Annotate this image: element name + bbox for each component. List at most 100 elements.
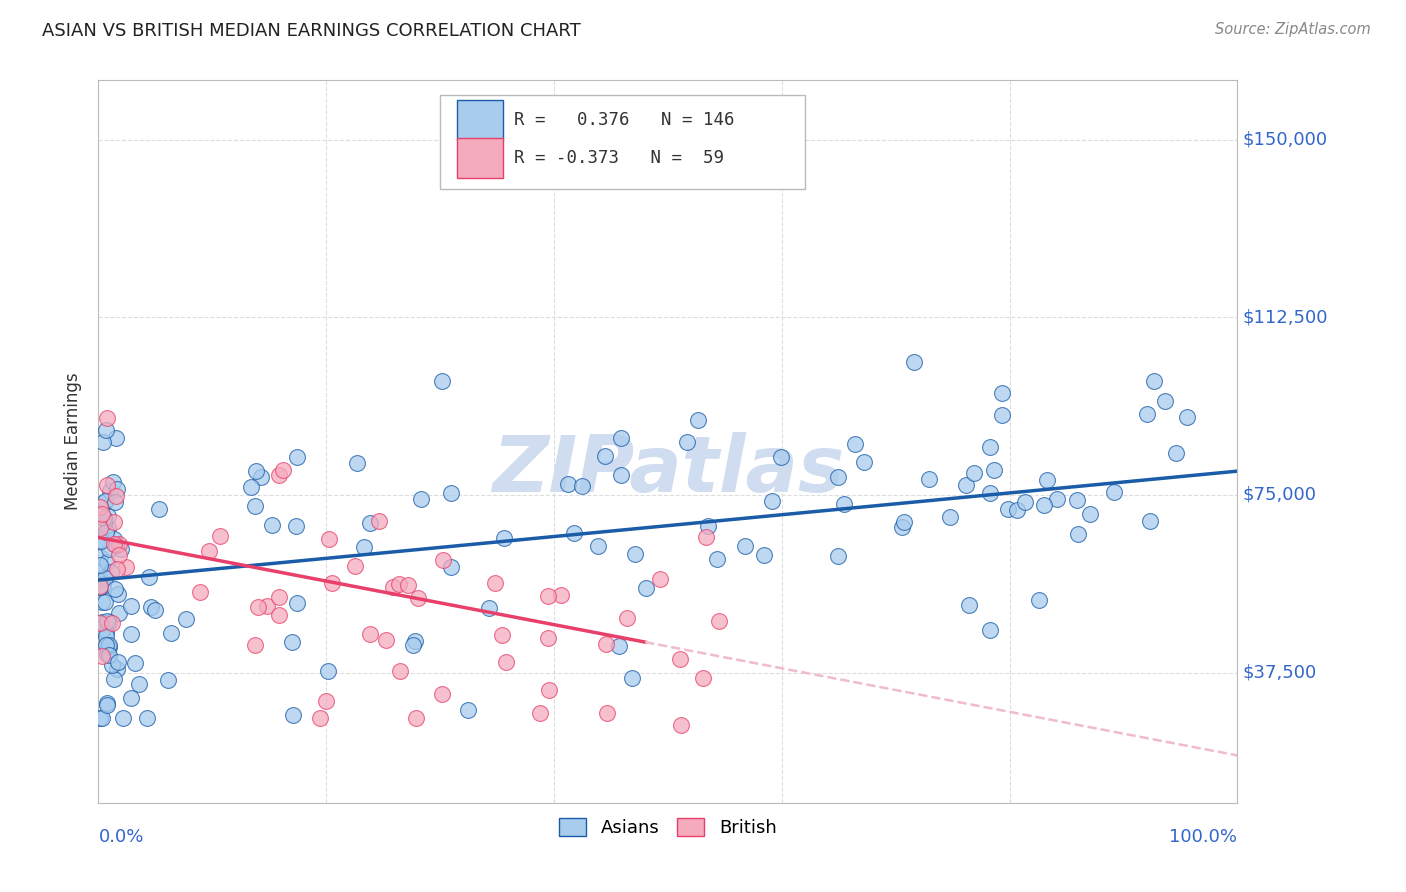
FancyBboxPatch shape bbox=[457, 138, 503, 178]
Point bbox=[89, 580, 111, 594]
Point bbox=[706, 551, 728, 566]
Point bbox=[432, 553, 454, 567]
Point bbox=[101, 475, 124, 489]
Point bbox=[1154, 393, 1177, 408]
Point bbox=[1045, 492, 1067, 507]
Point bbox=[94, 628, 117, 642]
Point bbox=[959, 598, 981, 612]
Text: R = -0.373   N =  59: R = -0.373 N = 59 bbox=[515, 149, 724, 168]
Point bbox=[388, 664, 411, 678]
Point bbox=[761, 494, 783, 508]
Point bbox=[406, 591, 429, 605]
Point bbox=[262, 518, 284, 533]
Point bbox=[321, 575, 343, 590]
Point bbox=[108, 606, 131, 620]
Point bbox=[91, 434, 114, 449]
Point bbox=[120, 690, 142, 705]
Point bbox=[269, 468, 291, 483]
Point bbox=[101, 658, 124, 673]
Point bbox=[997, 501, 1019, 516]
Point bbox=[120, 599, 142, 614]
Point bbox=[405, 711, 427, 725]
Point bbox=[697, 518, 720, 533]
Point bbox=[537, 589, 560, 603]
Point bbox=[94, 495, 117, 509]
Point bbox=[676, 435, 699, 450]
Point bbox=[89, 533, 111, 547]
Point bbox=[538, 682, 561, 697]
Point bbox=[107, 548, 129, 562]
Point bbox=[402, 638, 425, 652]
Point bbox=[491, 628, 513, 642]
Point bbox=[89, 562, 111, 576]
Point bbox=[143, 603, 166, 617]
Point bbox=[529, 706, 551, 720]
Point bbox=[97, 509, 120, 524]
Point bbox=[636, 581, 658, 595]
Point bbox=[1139, 514, 1161, 528]
Point bbox=[1066, 493, 1088, 508]
Point bbox=[105, 482, 128, 496]
Point bbox=[94, 638, 117, 652]
Point bbox=[91, 579, 114, 593]
Point bbox=[104, 494, 127, 508]
Point bbox=[688, 413, 710, 427]
Point bbox=[979, 624, 1001, 638]
Point bbox=[139, 599, 162, 614]
Point bbox=[404, 634, 426, 648]
Point bbox=[97, 648, 120, 662]
Point bbox=[91, 623, 114, 637]
Point bbox=[245, 464, 267, 478]
Point bbox=[963, 467, 986, 481]
Point bbox=[309, 711, 332, 725]
Point bbox=[1175, 409, 1198, 424]
Point bbox=[98, 640, 121, 655]
Point bbox=[770, 450, 793, 464]
Point bbox=[484, 575, 506, 590]
Point bbox=[112, 710, 135, 724]
Point bbox=[97, 638, 120, 652]
Point bbox=[1036, 473, 1059, 487]
Point bbox=[103, 672, 125, 686]
Point bbox=[90, 615, 112, 629]
Point bbox=[96, 478, 118, 492]
Point bbox=[284, 519, 307, 533]
Point bbox=[983, 463, 1005, 477]
Point bbox=[346, 456, 368, 470]
Text: ASIAN VS BRITISH MEDIAN EARNINGS CORRELATION CHART: ASIAN VS BRITISH MEDIAN EARNINGS CORRELA… bbox=[42, 22, 581, 40]
Point bbox=[1078, 508, 1101, 522]
Text: ZIPatlas: ZIPatlas bbox=[492, 433, 844, 508]
Point bbox=[89, 579, 111, 593]
Point bbox=[281, 635, 304, 649]
Point bbox=[734, 539, 756, 553]
Point bbox=[754, 548, 776, 562]
Point bbox=[827, 470, 849, 484]
Point bbox=[89, 521, 111, 535]
Point bbox=[98, 484, 121, 499]
Point bbox=[89, 550, 111, 565]
Point bbox=[93, 511, 115, 525]
Point bbox=[105, 490, 128, 504]
Point bbox=[381, 580, 404, 594]
Point bbox=[595, 706, 617, 720]
Point bbox=[669, 718, 692, 732]
Text: $150,000: $150,000 bbox=[1243, 130, 1329, 148]
Point bbox=[1143, 374, 1166, 388]
Point bbox=[93, 571, 115, 585]
Point bbox=[208, 529, 231, 543]
Point bbox=[367, 514, 389, 528]
Point bbox=[101, 615, 124, 630]
Point bbox=[903, 355, 925, 369]
Point bbox=[90, 595, 112, 609]
Point bbox=[375, 633, 398, 648]
FancyBboxPatch shape bbox=[440, 95, 804, 189]
Text: Source: ZipAtlas.com: Source: ZipAtlas.com bbox=[1215, 22, 1371, 37]
Point bbox=[128, 677, 150, 691]
Point bbox=[359, 516, 381, 530]
Point bbox=[89, 500, 111, 514]
Point bbox=[103, 537, 125, 551]
Point bbox=[96, 698, 118, 712]
FancyBboxPatch shape bbox=[457, 100, 503, 140]
Point bbox=[97, 521, 120, 535]
Point bbox=[557, 477, 579, 491]
